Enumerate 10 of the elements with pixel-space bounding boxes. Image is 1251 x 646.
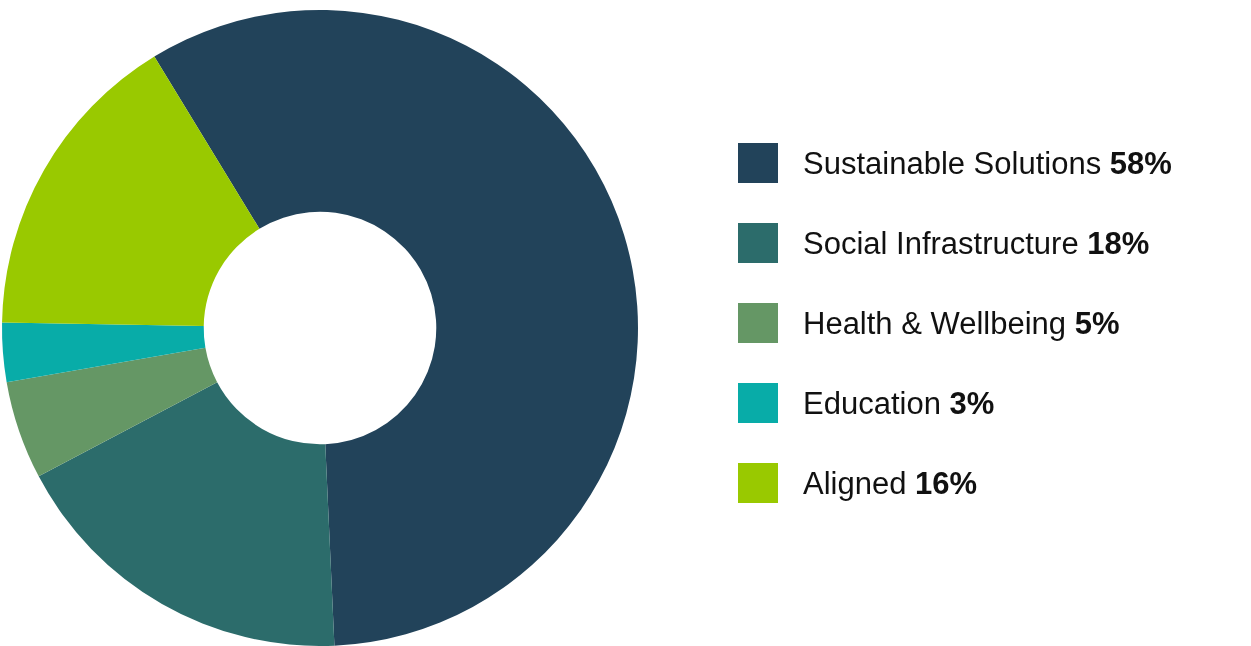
legend-label: Education (803, 385, 950, 421)
data-label: 16% (915, 465, 978, 501)
data-label: 3% (949, 385, 995, 421)
data-label: 5% (1074, 305, 1120, 341)
legend-label: Aligned (803, 465, 916, 501)
legend-label: Sustainable Solutions (803, 145, 1110, 181)
legend-label: Social Infrastructure (803, 225, 1088, 261)
legend-label: Health & Wellbeing (803, 305, 1075, 341)
data-label: 58% (1109, 145, 1172, 181)
data-label: 18% (1087, 225, 1150, 261)
